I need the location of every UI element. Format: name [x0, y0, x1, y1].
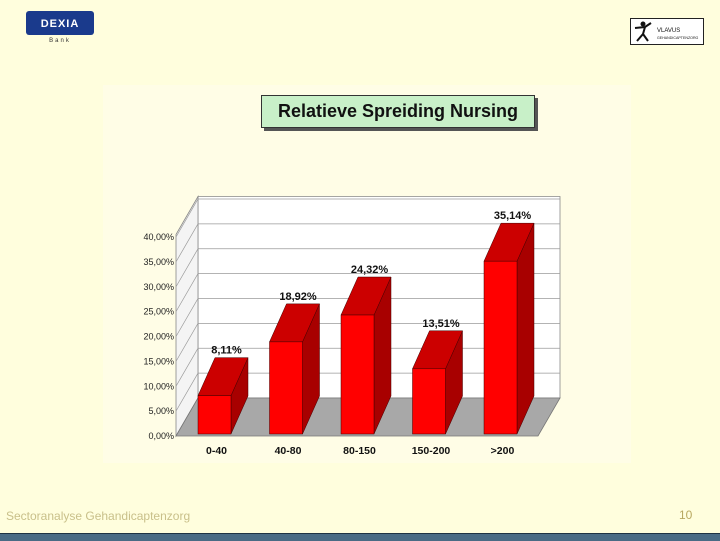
bar-front [412, 368, 446, 435]
gridline [175, 298, 560, 337]
data-label: 18,92% [279, 291, 317, 303]
data-label: 35,14% [494, 210, 532, 222]
bar-front [483, 260, 518, 435]
y-tick-label: 30,00% [143, 282, 174, 292]
dexia-logo-text: DEXIA [41, 18, 80, 30]
bar-80-150 [340, 276, 392, 435]
x-tick-label: 150-200 [412, 445, 451, 457]
bar-front [340, 314, 375, 435]
data-label: 13,51% [422, 318, 460, 330]
gridline [175, 198, 560, 238]
footer-text: Sectoranalyse Gehandicaptenzorg [6, 509, 191, 523]
person-icon [634, 21, 652, 42]
y-tick-label: 40,00% [143, 232, 174, 242]
x-tick-label: 40-80 [275, 445, 302, 457]
bottom-rule [0, 533, 720, 541]
bar-0-40 [197, 357, 249, 435]
vlavus-logo-text: VLAVUS [657, 28, 680, 34]
gridline [175, 323, 560, 362]
y-tick-label: 5,00% [148, 406, 174, 416]
dexia-logo: DEXIA Bank [26, 11, 94, 44]
gridline [175, 273, 560, 312]
y-tick-label: 20,00% [143, 332, 174, 342]
x-tick-label: 80-150 [343, 445, 376, 457]
data-label: 24,32% [351, 264, 389, 276]
bar-40-80 [269, 303, 320, 435]
dexia-logo-subtext: Bank [49, 38, 71, 44]
vlavus-logo: VLAVUS GEHANDICAPTENZORG [630, 18, 704, 45]
chart-title: Relatieve Spreiding Nursing [261, 95, 535, 128]
bar-front [197, 395, 232, 435]
y-tick-label: 0,00% [148, 431, 174, 441]
page-number: 10 [679, 508, 693, 522]
y-tick-label: 10,00% [143, 381, 174, 391]
bar-150-200 [412, 330, 463, 435]
gridline [175, 223, 560, 263]
bar-front [269, 341, 303, 435]
vlavus-logo-subtext: GEHANDICAPTENZORG [657, 36, 699, 40]
gridline [175, 248, 560, 287]
x-tick-label: 0-40 [206, 445, 227, 457]
bar->200 [483, 222, 535, 435]
y-tick-label: 25,00% [143, 307, 174, 317]
data-label: 8,11% [211, 345, 242, 357]
chart-side-wall [175, 195, 199, 438]
x-tick-label: >200 [491, 445, 515, 457]
y-tick-label: 15,00% [143, 356, 174, 366]
y-tick-label: 35,00% [143, 257, 174, 267]
